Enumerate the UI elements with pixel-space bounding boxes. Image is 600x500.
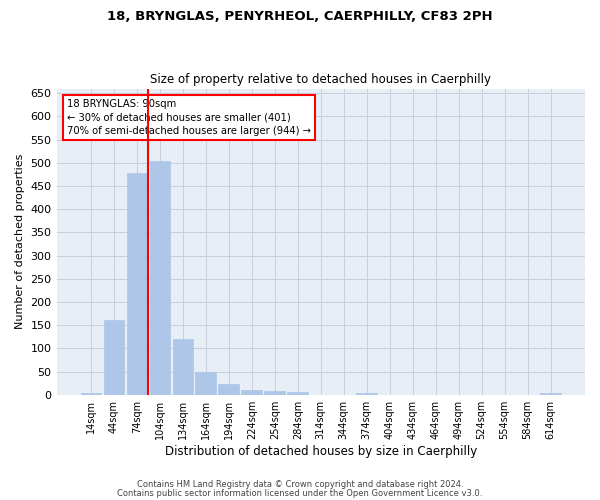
Text: Contains public sector information licensed under the Open Government Licence v3: Contains public sector information licen… <box>118 488 482 498</box>
Text: Contains HM Land Registry data © Crown copyright and database right 2024.: Contains HM Land Registry data © Crown c… <box>137 480 463 489</box>
Bar <box>218 384 239 394</box>
Bar <box>196 372 216 394</box>
Bar <box>265 390 285 394</box>
Bar <box>356 393 377 394</box>
Bar <box>149 162 170 394</box>
Bar <box>241 390 262 394</box>
Bar <box>173 339 193 394</box>
Text: 18 BRYNGLAS: 90sqm
← 30% of detached houses are smaller (401)
70% of semi-detach: 18 BRYNGLAS: 90sqm ← 30% of detached hou… <box>67 100 311 136</box>
Text: 18, BRYNGLAS, PENYRHEOL, CAERPHILLY, CF83 2PH: 18, BRYNGLAS, PENYRHEOL, CAERPHILLY, CF8… <box>107 10 493 23</box>
Bar <box>104 320 124 394</box>
Bar <box>127 173 147 394</box>
X-axis label: Distribution of detached houses by size in Caerphilly: Distribution of detached houses by size … <box>164 444 477 458</box>
Title: Size of property relative to detached houses in Caerphilly: Size of property relative to detached ho… <box>150 73 491 86</box>
Y-axis label: Number of detached properties: Number of detached properties <box>15 154 25 330</box>
Bar <box>287 392 308 394</box>
